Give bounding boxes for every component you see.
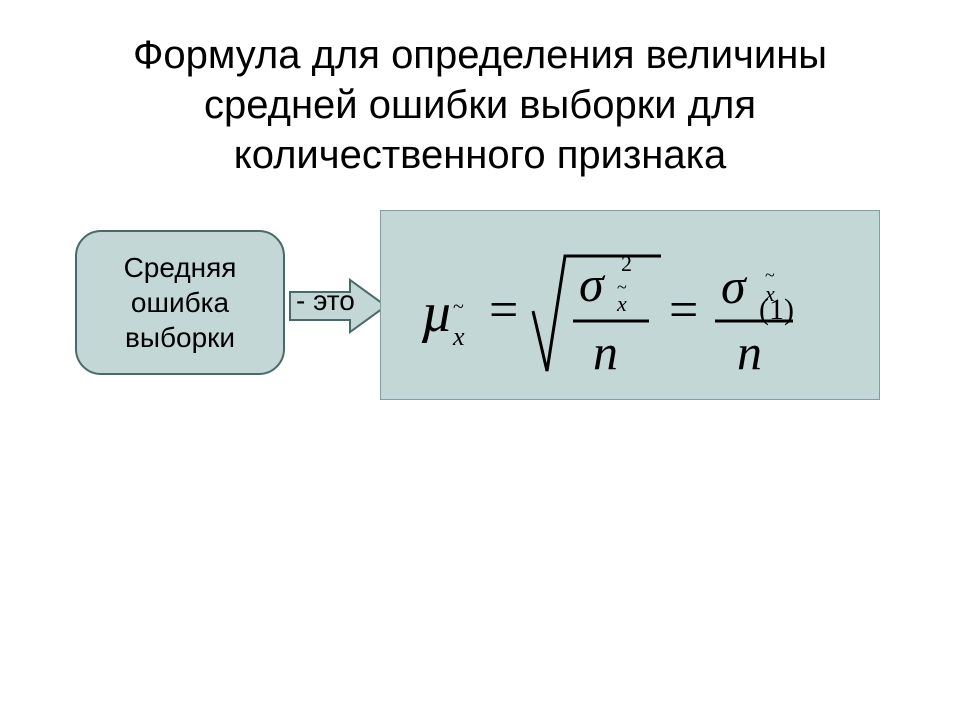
sigma-1: σ: [579, 256, 606, 312]
equation-number: (1): [759, 293, 794, 326]
title-line-1: Формула для определения величины: [133, 33, 827, 77]
mu-tilde: ~: [453, 296, 464, 318]
sigma-1-super-2: 2: [621, 251, 632, 276]
slide: Формула для определения величины средней…: [0, 0, 960, 720]
denominator-n-2: n: [737, 324, 762, 380]
title-line-2: средней ошибки выборки для: [204, 83, 756, 127]
label-line-3: выборки: [125, 322, 235, 353]
denominator-n-1: n: [593, 324, 618, 380]
formula-box: µ ~ x = σ 2 ~ x n = σ ~ x n (1): [380, 210, 880, 400]
equals-1: =: [489, 282, 518, 339]
connector-text: - это: [296, 285, 355, 317]
mu-subscript-x: x: [452, 322, 465, 351]
equals-2: =: [669, 282, 698, 339]
sigma-2: σ: [721, 258, 748, 314]
title-line-3: количественного признака: [234, 133, 727, 177]
sigma-1-sub-x: x: [616, 291, 627, 316]
slide-title: Формула для определения величины средней…: [0, 30, 960, 180]
label-line-2: ошибка: [131, 287, 229, 318]
label-line-1: Средняя: [124, 252, 237, 283]
formula-svg: µ ~ x = σ 2 ~ x n = σ ~ x n (1): [381, 211, 881, 401]
mu-symbol: µ: [421, 282, 453, 344]
label-box: Средняя ошибка выборки: [75, 230, 285, 375]
